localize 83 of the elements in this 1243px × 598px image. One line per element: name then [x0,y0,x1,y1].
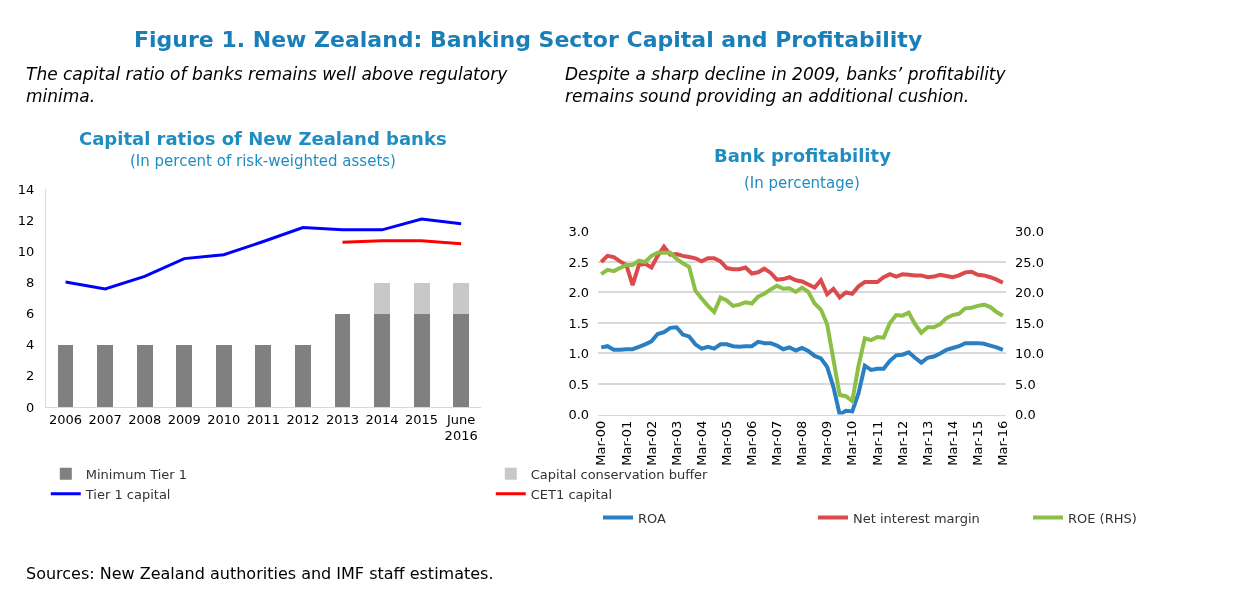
x-tick-label: Mar-06 [744,420,760,466]
text: Despite a sharp decline in 2009, banks’ profitability remains sound providing an additional cushion. [565,64,1007,107]
legend-label: Tier 1 capital [84,486,171,502]
line-series [599,250,1005,404]
legend-label: CET1 capital [530,486,613,502]
x-tick-label: Mar-04 [693,420,709,466]
y2-tick-label: 15.0 [1015,315,1044,331]
bar [215,344,232,407]
y2-tick-label: 20.0 [1015,285,1044,301]
x-tick-label: Mar-05 [718,420,734,466]
x-tick-label: Mar-08 [794,420,810,466]
y-tick-label: 14 [17,182,35,198]
x-tick-label: 2014 [365,411,399,427]
y2-tick-label: 10.0 [1015,346,1044,362]
x-tick-label: Mar-10 [844,420,860,466]
y-tick-label: 2 [25,368,35,384]
bar [295,344,311,407]
y-tick-label: 10 [17,244,35,260]
line-series [599,325,1005,415]
y2-tick-label: 0.0 [1015,407,1036,423]
x-tick-label: 2006 [49,411,83,427]
bar [374,313,390,407]
line-series [599,244,1005,300]
legend-label: Minimum Tier 1 [85,466,188,482]
y2-tick-label: 25.0 [1015,254,1044,270]
x-tick-label: 2007 [88,411,122,427]
bar [413,313,430,407]
y-tick-label: 0.5 [568,376,590,392]
y-tick-label: 1.0 [568,346,590,362]
bar [136,344,153,407]
x-tick-label: Mar-00 [593,420,609,466]
caption: Figure 1. New Zealand: Banking Sector Capital and Profitability [134,27,923,52]
x-tick-label: Mar-11 [869,420,885,466]
y-tick-label: 4 [25,337,35,353]
bar [413,282,430,314]
x-tick-label: 2012 [286,411,320,427]
x-tick-label: 2013 [325,411,360,427]
bar [57,344,74,407]
x-tick-label: Mar-13 [919,420,935,466]
x-tick-label: Mar-03 [668,420,684,466]
y-tick-label: 2.5 [568,254,590,270]
x-tick-label: 2015 [405,411,439,427]
legend-label: ROA [638,510,667,526]
x-tick-label: 2008 [128,411,162,427]
bar [97,344,114,407]
bar [255,344,272,407]
y2-tick-label: 5.0 [1015,376,1036,392]
x-tick-label: Mar-09 [819,420,835,466]
chart-title: Capital ratios of New Zealand banks [79,128,447,149]
chart-subtitle: (In percent of risk-weighted assets) [130,152,396,170]
y2-tick-label: 30.0 [1015,224,1044,240]
y-tick-label: 0 [25,399,35,415]
chart-title: Bank profitability [714,145,892,166]
x-tick-label: Mar-01 [618,420,634,466]
bar [334,313,351,407]
y-tick-label: 6 [25,306,35,322]
line-series [64,217,463,291]
x-tick-label: 2009 [167,411,201,427]
x-tick-label: Mar-12 [894,420,910,466]
bar [453,313,470,407]
x-tick-label: Mar-02 [643,420,659,466]
x-tick-label: Mar-07 [769,420,785,466]
source-note: Sources: New Zealand authorities and IMF staff estimates. [26,564,494,583]
y-tick-label: 8 [25,275,35,291]
y-tick-label: 0.0 [568,407,590,423]
legend-label: ROE (RHS) [1068,510,1137,526]
x-tick-label: Mar-16 [995,420,1011,466]
bar [453,282,470,314]
text: The capital ratio of banks remains well above regulatory minima. [26,64,509,107]
bar [176,344,193,407]
y-tick-label: 1.5 [568,315,590,331]
bar [374,282,390,314]
x-tick-label: Mar-15 [970,420,986,466]
x-tick-label: 2010 [207,411,241,427]
x-tick-label: 2011 [246,411,280,427]
x-tick-label: June 2016 [444,411,478,444]
legend-label: Net interest margin [853,510,980,526]
legend-label: Capital conservation buffer [530,466,709,482]
y-tick-label: 3.0 [568,224,590,240]
x-tick-label: Mar-14 [944,420,960,466]
chart-subtitle: (In percentage) [744,174,860,192]
y-tick-label: 12 [17,213,35,229]
y-tick-label: 2.0 [568,285,590,301]
